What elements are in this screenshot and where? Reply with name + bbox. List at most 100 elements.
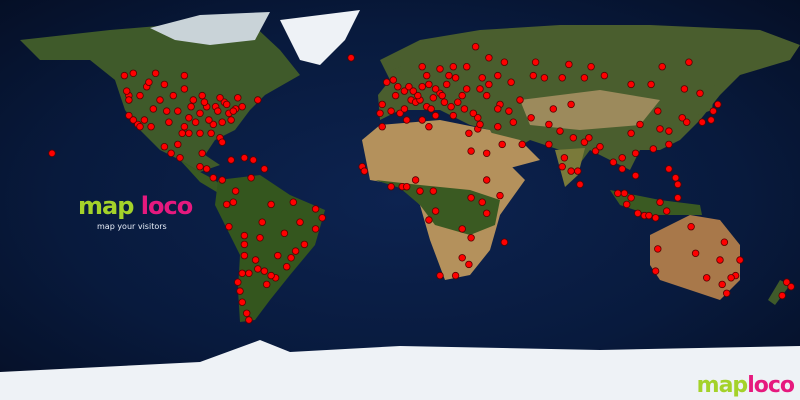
visitor-marker bbox=[447, 102, 455, 111]
visitor-marker bbox=[140, 116, 149, 124]
visitor-marker bbox=[709, 107, 717, 115]
visitor-marker bbox=[494, 71, 502, 80]
visitor-marker bbox=[174, 140, 182, 149]
visitor-marker bbox=[205, 116, 213, 124]
visitor-marker bbox=[687, 222, 695, 231]
visitor-marker bbox=[674, 194, 682, 202]
visitor-marker bbox=[620, 189, 629, 197]
visitor-marker bbox=[231, 187, 240, 195]
visitor-marker bbox=[425, 122, 433, 131]
visitor-marker bbox=[387, 182, 395, 191]
central-asia-desert bbox=[520, 90, 660, 130]
maploco-corner-logo[interactable]: maploco bbox=[697, 374, 795, 398]
visitor-marker bbox=[727, 274, 735, 282]
visitor-marker bbox=[283, 263, 291, 271]
visitor-marker bbox=[696, 89, 704, 97]
visitor-marker bbox=[300, 240, 309, 249]
visitor-marker bbox=[651, 267, 660, 275]
visitor-marker bbox=[540, 74, 549, 82]
visitor-marker bbox=[147, 122, 155, 131]
visitor-marker bbox=[234, 278, 242, 286]
visitor-marker bbox=[240, 240, 249, 249]
visitor-marker bbox=[400, 105, 409, 113]
visitor-marker bbox=[467, 234, 475, 242]
visitor-marker bbox=[263, 280, 271, 289]
visitor-marker bbox=[496, 191, 504, 200]
visitor-marker bbox=[576, 180, 584, 189]
visitor-marker bbox=[718, 280, 726, 289]
visitor-marker bbox=[458, 91, 466, 100]
visitor-marker bbox=[254, 265, 262, 273]
arctic-islands bbox=[150, 12, 270, 45]
visitor-marker bbox=[707, 116, 715, 124]
visitor-marker bbox=[469, 109, 477, 117]
visitor-marker bbox=[451, 74, 460, 82]
visitor-marker bbox=[609, 158, 617, 166]
visitor-marker bbox=[238, 269, 246, 277]
visitor-marker bbox=[531, 58, 540, 66]
visitor-marker bbox=[567, 167, 575, 175]
visitor-marker bbox=[654, 107, 662, 115]
visitor-marker bbox=[202, 165, 211, 173]
visitor-marker bbox=[196, 162, 204, 171]
visitor-marker bbox=[438, 91, 446, 100]
visitor-marker bbox=[471, 43, 480, 51]
visitor-marker bbox=[460, 105, 469, 113]
visitor-marker bbox=[151, 69, 160, 77]
logo-part-loco: loco bbox=[140, 192, 193, 220]
visitor-marker bbox=[545, 140, 553, 149]
visitor-marker bbox=[665, 140, 673, 149]
visitor-marker bbox=[483, 149, 491, 157]
visitor-marker bbox=[267, 200, 275, 209]
visitor-marker bbox=[436, 271, 444, 280]
visitor-marker bbox=[129, 69, 137, 77]
visitor-marker bbox=[631, 171, 640, 180]
visitor-marker bbox=[429, 187, 437, 195]
visitor-marker bbox=[678, 114, 686, 122]
visitor-marker bbox=[556, 127, 564, 135]
visitor-marker bbox=[703, 274, 711, 282]
visitor-marker bbox=[427, 105, 435, 113]
visitor-marker bbox=[222, 100, 231, 109]
visitor-marker bbox=[160, 80, 169, 89]
visitor-marker bbox=[431, 207, 440, 215]
visitor-marker bbox=[396, 109, 404, 117]
visitor-marker bbox=[209, 174, 217, 182]
visitor-marker bbox=[136, 91, 144, 100]
visitor-marker bbox=[311, 205, 320, 213]
visitor-marker bbox=[585, 134, 593, 142]
visitor-marker bbox=[627, 129, 635, 137]
visitor-marker bbox=[500, 238, 509, 246]
visitor-marker bbox=[198, 91, 206, 100]
japan bbox=[698, 85, 715, 115]
visitor-marker bbox=[267, 271, 275, 280]
visitor-marker bbox=[400, 87, 409, 95]
visitor-marker bbox=[387, 107, 395, 115]
visitor-marker bbox=[698, 118, 706, 126]
visitor-marker bbox=[465, 260, 473, 269]
visitor-marker bbox=[229, 107, 237, 115]
visitor-marker bbox=[238, 102, 246, 111]
visitor-marker bbox=[125, 96, 133, 104]
visitor-marker bbox=[245, 316, 253, 324]
visitor-marker bbox=[414, 91, 422, 100]
maploco-logo[interactable]: map loco bbox=[78, 192, 193, 220]
visitor-marker bbox=[596, 142, 604, 151]
antarctica bbox=[0, 340, 800, 400]
visitor-marker bbox=[318, 214, 326, 222]
visitor-marker bbox=[736, 256, 744, 264]
visitor-markers bbox=[48, 43, 795, 324]
visitor-marker bbox=[485, 54, 493, 62]
visitor-marker bbox=[449, 62, 457, 71]
visitor-marker bbox=[174, 107, 182, 115]
logo-part-map: map bbox=[78, 192, 134, 220]
visitor-marker bbox=[483, 91, 491, 100]
visitor-marker bbox=[254, 96, 262, 104]
visitor-marker bbox=[436, 65, 444, 73]
visitor-marker bbox=[787, 283, 795, 291]
visitor-marker bbox=[347, 54, 355, 62]
visitor-marker bbox=[723, 289, 731, 297]
visitor-marker bbox=[189, 96, 197, 104]
visitor-marker bbox=[463, 62, 471, 71]
visitor-marker bbox=[509, 118, 517, 126]
